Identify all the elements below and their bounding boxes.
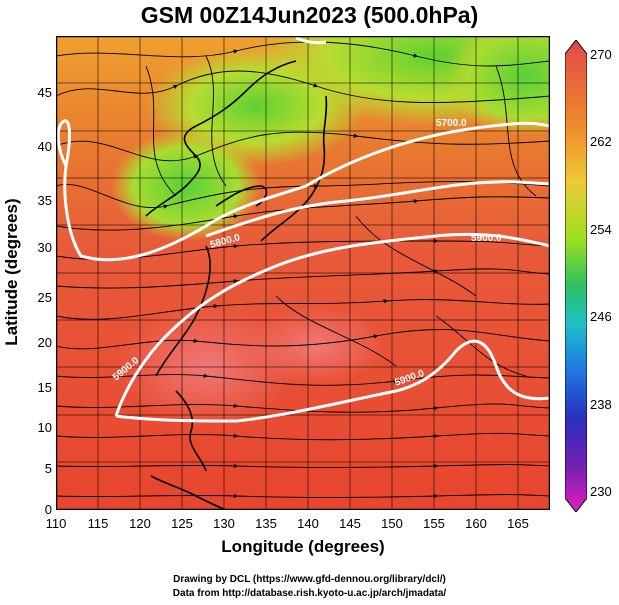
credit-drawing: Drawing by DCL (https://www.gfd-dennou.o…: [173, 574, 446, 585]
lat-tick-35: 35: [37, 193, 52, 208]
temperature-wind-map: 5700.0 5800.0 5900.0 5900.0 5900.0: [56, 36, 550, 510]
longitude-axis-label: Longitude (degrees): [221, 537, 385, 556]
lat-tick-10: 10: [37, 420, 52, 435]
lon-tick-140: 140: [297, 516, 319, 531]
svg-text:5700.0: 5700.0: [436, 118, 467, 129]
cold-region-manchuria: [146, 46, 366, 166]
lat-tick-25: 25: [37, 290, 52, 305]
map-frame: [56, 36, 550, 510]
colorbar-tick-246: 246: [590, 309, 612, 324]
colorbar-tick-238: 238: [590, 397, 612, 412]
colorbar-tick-270: 270: [590, 47, 612, 62]
map-title: GSM 00Z14Jun2023 (500.0hPa): [140, 2, 479, 28]
colorbar-tick-254: 254: [590, 222, 612, 237]
lat-tick-5: 5: [44, 461, 52, 476]
lon-tick-165: 165: [507, 516, 529, 531]
lon-tick-110: 110: [45, 516, 67, 531]
lon-tick-155: 155: [423, 516, 445, 531]
lon-tick-120: 120: [129, 516, 151, 531]
lat-tick-40: 40: [37, 139, 52, 154]
lon-tick-125: 125: [171, 516, 193, 531]
cold-region-northeast: [446, 36, 550, 136]
geopotential-contours: [56, 36, 550, 423]
lat-tick-0: 0: [44, 502, 52, 517]
wind-streamlines: [56, 41, 550, 499]
latitude-axis-label: Latitude (degrees): [2, 198, 21, 346]
lon-tick-115: 115: [87, 516, 109, 531]
lon-tick-145: 145: [339, 516, 361, 531]
svg-text:5900.0: 5900.0: [471, 233, 502, 244]
colorbar-tick-230: 230: [590, 484, 612, 499]
credit-data-source: Data from http://database.rish.kyoto-u.a…: [172, 588, 447, 599]
lon-tick-135: 135: [255, 516, 277, 531]
warm-region-2: [246, 306, 386, 386]
lon-tick-160: 160: [465, 516, 487, 531]
lat-tick-15: 15: [37, 380, 52, 395]
colorbar-tick-262: 262: [590, 134, 612, 149]
lon-tick-130: 130: [213, 516, 235, 531]
temperature-colorbar: [565, 40, 587, 512]
colorbar-fill: [565, 40, 587, 512]
lat-tick-20: 20: [37, 335, 52, 350]
lat-tick-45: 45: [37, 85, 52, 100]
lon-tick-150: 150: [381, 516, 403, 531]
lat-tick-30: 30: [37, 240, 52, 255]
